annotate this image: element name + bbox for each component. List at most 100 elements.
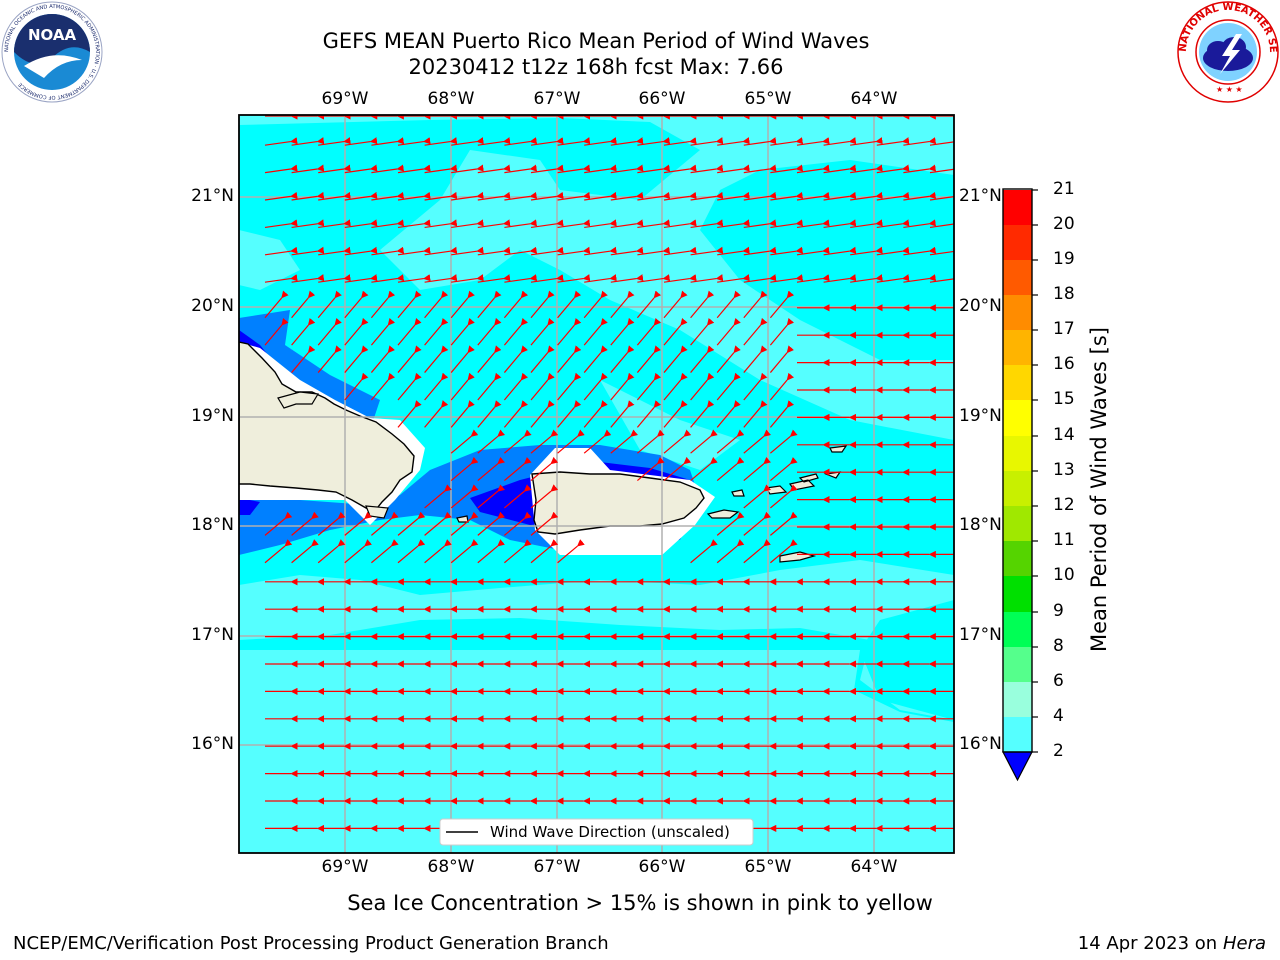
wind-wave-arrow xyxy=(450,317,475,346)
lat-label-left: 21°N xyxy=(191,186,234,206)
footer-credit: NCEP/EMC/Verification Post Processing Pr… xyxy=(13,933,609,954)
lat-label-right: 21°N xyxy=(959,186,1002,206)
wind-wave-arrow xyxy=(743,246,777,256)
colorbar xyxy=(1002,188,1038,782)
wind-wave-arrow xyxy=(929,168,954,174)
wind-wave-arrow xyxy=(397,511,426,536)
wind-wave-arrow xyxy=(743,274,777,283)
colorbar-segment xyxy=(1003,330,1032,366)
colorbar-segment xyxy=(1003,225,1032,261)
lat-label-right: 19°N xyxy=(959,406,1002,426)
wind-wave-arrow xyxy=(451,191,484,201)
wind-wave-arrow xyxy=(477,400,502,428)
wind-wave-arrow xyxy=(770,456,798,482)
wind-wave-arrow xyxy=(876,246,910,256)
wind-wave-arrow xyxy=(530,484,559,509)
wind-wave-arrow xyxy=(663,317,688,346)
wind-wave-arrow xyxy=(636,317,662,346)
wind-wave-arrow xyxy=(584,274,617,283)
svg-text:★ ★ ★: ★ ★ ★ xyxy=(1216,85,1243,94)
wind-wave-arrow xyxy=(530,400,555,428)
wind-wave-arrow xyxy=(530,164,564,174)
wind-wave-arrow xyxy=(397,219,431,229)
wind-wave-arrow xyxy=(770,164,804,174)
wind-wave-arrow xyxy=(371,164,405,174)
chart-subtitle: 20230412 t12z 168h fcst Max: 7.66 xyxy=(408,55,784,79)
colorbar-tick-label: 15 xyxy=(1053,389,1075,409)
wind-wave-arrow xyxy=(291,164,325,174)
colorbar-tick-label: 6 xyxy=(1053,671,1064,691)
lon-label-bottom: 65°W xyxy=(744,857,792,877)
lon-label-bottom: 67°W xyxy=(533,857,581,877)
wind-wave-arrow xyxy=(424,137,458,146)
wind-wave-arrow xyxy=(530,191,564,201)
wind-wave-arrow xyxy=(583,429,612,454)
wind-wave-arrow xyxy=(344,372,369,401)
wind-wave-arrow xyxy=(823,137,857,146)
wind-wave-arrow xyxy=(504,456,532,482)
wind-wave-arrow xyxy=(717,191,750,201)
wind-wave-arrow xyxy=(291,290,316,319)
land-puerto-rico xyxy=(531,471,705,535)
period-band-6-8-west xyxy=(239,230,300,290)
wind-wave-arrow xyxy=(424,400,449,428)
wind-wave-arrow xyxy=(690,191,724,201)
land-hispaniola-north-coast xyxy=(277,391,319,409)
wind-wave-arrow xyxy=(716,372,741,401)
wind-wave-arrow xyxy=(530,456,559,482)
wind-wave-arrow xyxy=(397,317,422,346)
wind-wave-arrow xyxy=(636,372,662,401)
wind-wave-arrow xyxy=(344,137,378,146)
wind-wave-arrow xyxy=(637,219,671,229)
footer-date-text: 14 Apr 2023 on xyxy=(1077,933,1223,954)
land-hispaniola xyxy=(239,341,415,513)
wind-wave-arrow xyxy=(743,429,771,454)
wind-wave-arrow xyxy=(397,290,422,319)
lat-label-right: 17°N xyxy=(959,625,1002,645)
wind-wave-arrow xyxy=(957,251,983,255)
wind-wave-arrow xyxy=(770,274,804,283)
wind-wave-arrow xyxy=(557,246,591,256)
wind-wave-arrow xyxy=(477,484,505,509)
wind-wave-arrow xyxy=(850,274,883,283)
wind-wave-arrow xyxy=(610,429,638,454)
wind-wave-arrow xyxy=(318,246,351,256)
wind-wave-arrow xyxy=(450,400,475,428)
wind-wave-arrow xyxy=(530,429,559,454)
wind-wave-arrow xyxy=(957,142,983,146)
wind-wave-arrow xyxy=(397,345,422,373)
wind-wave-arrow xyxy=(477,372,502,401)
wind-wave-arrow xyxy=(424,219,458,229)
wind-wave-arrow xyxy=(477,317,502,346)
wind-wave-arrow xyxy=(663,372,688,401)
colorbar-tick-label: 21 xyxy=(1053,179,1075,199)
colorbar-tick-label: 9 xyxy=(1053,601,1064,621)
noaa-logo: NATIONAL OCEANIC AND ATMOSPHERIC ADMINIS… xyxy=(1,1,103,103)
wind-wave-arrow xyxy=(637,246,671,256)
wind-wave-arrow xyxy=(557,317,582,346)
lon-label-bottom: 66°W xyxy=(638,857,686,877)
wind-wave-arrow xyxy=(743,164,777,174)
wind-wave-arrow xyxy=(503,345,529,373)
wind-wave-arrow xyxy=(796,246,830,256)
wind-wave-arrow xyxy=(450,511,479,536)
wind-wave-arrow xyxy=(717,219,750,229)
wind-wave-arrow xyxy=(477,191,511,201)
colorbar-tick-label: 16 xyxy=(1053,354,1075,374)
wind-wave-arrow xyxy=(690,137,724,146)
wind-wave-arrow xyxy=(584,164,617,174)
wind-wave-arrow xyxy=(690,317,715,346)
wind-wave-arrow xyxy=(743,484,771,509)
wind-wave-arrow xyxy=(424,345,449,373)
wind-wave-arrow xyxy=(530,345,555,373)
wind-wave-arrow xyxy=(530,317,555,346)
wind-wave-arrow xyxy=(264,539,293,564)
wind-wave-arrow xyxy=(583,400,608,428)
colorbar-segment xyxy=(1003,436,1032,472)
lon-label-bottom: 64°W xyxy=(850,857,898,877)
wind-wave-arrow xyxy=(876,191,910,201)
wind-wave-arrow xyxy=(503,400,529,428)
wind-wave-arrow xyxy=(318,219,351,229)
wind-wave-arrow xyxy=(770,246,804,256)
wind-wave-arrow xyxy=(344,511,372,536)
